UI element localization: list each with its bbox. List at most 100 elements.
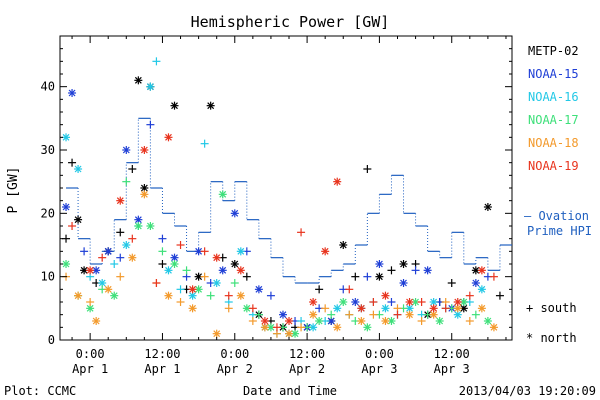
legend-marker-south: + south bbox=[526, 301, 577, 315]
data-point-north bbox=[477, 285, 486, 294]
data-point-south bbox=[327, 310, 336, 319]
data-point-south bbox=[411, 266, 420, 275]
y-tick-label: 40 bbox=[41, 80, 55, 94]
data-point-north bbox=[206, 101, 215, 110]
data-point-south bbox=[345, 310, 354, 319]
data-point-south bbox=[363, 165, 372, 173]
data-point-north bbox=[309, 323, 318, 332]
data-point-north bbox=[309, 310, 318, 319]
data-point-north bbox=[86, 266, 95, 275]
plot-area bbox=[59, 35, 513, 341]
data-point-south bbox=[224, 304, 233, 313]
data-point-north bbox=[116, 196, 125, 205]
data-point-south bbox=[321, 304, 330, 313]
data-point-south bbox=[182, 266, 191, 275]
data-point-north bbox=[134, 222, 143, 230]
x-tick-date-label: Apr 1 bbox=[144, 362, 180, 376]
data-point-south bbox=[393, 310, 402, 319]
data-point-north bbox=[375, 272, 384, 281]
y-tick-label: 30 bbox=[41, 143, 55, 157]
data-point-south bbox=[441, 304, 450, 313]
x-tick-date-label: Apr 2 bbox=[289, 362, 325, 376]
data-point-north bbox=[212, 253, 221, 262]
data-point-north bbox=[351, 298, 360, 306]
legend-entry: METP-02 bbox=[528, 44, 579, 58]
data-point-south bbox=[158, 260, 167, 268]
data-point-north bbox=[381, 291, 390, 300]
data-point-south bbox=[206, 291, 215, 300]
data-point-south bbox=[200, 247, 209, 256]
data-point-north bbox=[477, 304, 486, 313]
data-point-north bbox=[260, 317, 269, 325]
data-point-south bbox=[242, 272, 251, 281]
x-tick-time-label: 12:00 bbox=[289, 347, 325, 361]
data-point-north bbox=[315, 317, 324, 325]
data-point-north bbox=[363, 323, 372, 332]
plot-credit: Plot: CCMC bbox=[4, 384, 76, 398]
data-point-north bbox=[128, 253, 137, 262]
data-point-south bbox=[254, 310, 263, 319]
data-point-north bbox=[122, 241, 131, 249]
data-point-south bbox=[68, 222, 77, 230]
data-point-south bbox=[447, 279, 456, 287]
plot-timestamp: 2013/04/03 19:20:09 bbox=[459, 384, 596, 398]
legend-entry: NOAA-15 bbox=[528, 67, 579, 81]
data-point-south bbox=[224, 291, 233, 300]
x-tick-date-label: Apr 1 bbox=[72, 362, 108, 376]
data-point-south bbox=[122, 177, 131, 186]
data-point-north bbox=[429, 304, 438, 313]
data-point-north bbox=[483, 203, 492, 211]
data-point-north bbox=[170, 260, 179, 268]
data-point-south bbox=[248, 304, 257, 313]
data-point-north bbox=[471, 279, 480, 287]
data-point-south bbox=[116, 272, 125, 281]
data-point-south bbox=[86, 298, 95, 306]
data-point-north bbox=[74, 165, 83, 173]
data-point-north bbox=[435, 317, 444, 325]
x-tick-date-label: Apr 3 bbox=[361, 362, 397, 376]
x-tick-time-label: 12:00 bbox=[434, 347, 470, 361]
data-point-south bbox=[417, 298, 426, 306]
data-point-north bbox=[134, 76, 143, 85]
x-tick-time-label: 0:00 bbox=[365, 347, 394, 361]
data-point-north bbox=[62, 203, 71, 211]
data-point-north bbox=[212, 279, 221, 287]
data-point-south bbox=[200, 139, 209, 148]
data-point-north bbox=[339, 241, 348, 249]
legend-entry: NOAA-17 bbox=[528, 113, 579, 127]
data-point-north bbox=[309, 298, 318, 306]
data-point-north bbox=[321, 247, 330, 256]
plot-border bbox=[59, 35, 513, 341]
data-point-north bbox=[104, 247, 113, 256]
data-point-south bbox=[152, 279, 161, 287]
y-tick-label: 0 bbox=[48, 333, 55, 347]
data-point-north bbox=[110, 291, 119, 300]
data-point-north bbox=[333, 177, 342, 186]
data-point-north bbox=[74, 291, 83, 300]
data-point-south bbox=[363, 272, 372, 281]
y-axis-ticks: 0 10 20 30 40 bbox=[41, 48, 512, 347]
data-point-south bbox=[465, 317, 474, 325]
data-point-north bbox=[278, 310, 287, 319]
data-point-south bbox=[68, 158, 77, 167]
x-tick-time-label: 12:00 bbox=[144, 347, 180, 361]
legend-ovation-line1: — Ovation bbox=[524, 209, 589, 223]
legend-entry: NOAA-16 bbox=[528, 90, 579, 104]
data-point-north bbox=[212, 329, 221, 338]
data-point-south bbox=[158, 234, 167, 243]
data-point-north bbox=[92, 266, 101, 275]
data-point-south bbox=[369, 310, 378, 319]
data-point-south bbox=[146, 120, 155, 129]
data-point-south bbox=[387, 298, 396, 306]
data-point-north bbox=[230, 209, 239, 218]
data-point-north bbox=[399, 279, 408, 287]
legend-entry: NOAA-19 bbox=[528, 159, 579, 173]
data-point-north bbox=[381, 317, 390, 325]
legend-marker-north: * north bbox=[526, 331, 577, 345]
data-point-north bbox=[140, 146, 149, 154]
data-point-north bbox=[122, 146, 131, 154]
data-point-south bbox=[417, 317, 426, 325]
x-tick-date-label: Apr 3 bbox=[434, 362, 470, 376]
x-tick-time-label: 0:00 bbox=[220, 347, 249, 361]
